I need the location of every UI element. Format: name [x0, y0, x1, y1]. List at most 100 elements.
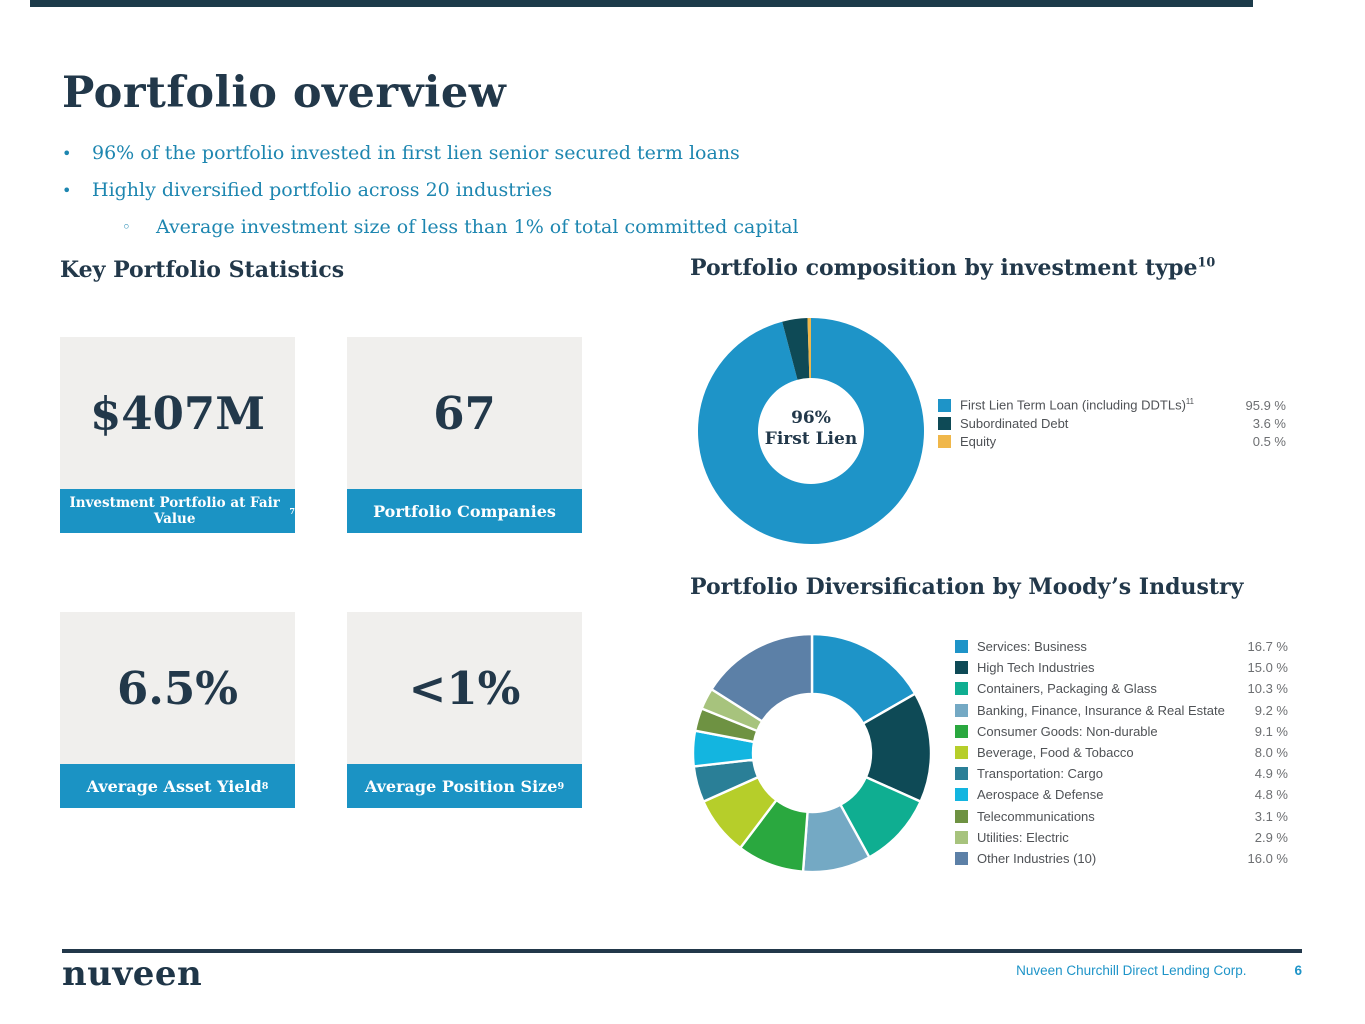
sub-bullet-item: ◦ Average investment size of less than 1…	[62, 215, 822, 240]
donut-slice	[782, 318, 810, 380]
sub-bullet-icon: ◦	[122, 218, 131, 236]
stat-value: 6.5%	[116, 661, 239, 715]
legend-row: Consumer Goods: Non-durable 9.1 %	[955, 721, 1288, 742]
legend-value: 8.0 %	[1254, 745, 1288, 761]
page-number: 6	[1294, 963, 1302, 978]
legend-row: Banking, Finance, Insurance & Real Estat…	[955, 700, 1288, 721]
legend-label: Equity	[960, 433, 997, 449]
legend-value: 4.8 %	[1254, 787, 1288, 803]
composition-donut-center-label: 96% First Lien	[741, 408, 881, 450]
legend-value: 95.9 %	[1245, 397, 1286, 413]
diversification-donut-chart	[693, 634, 931, 872]
legend-label: Aerospace & Defense	[977, 787, 1104, 803]
legend-swatch-icon	[955, 682, 968, 696]
stat-value-box: $407M	[60, 337, 295, 489]
bullet-icon: •	[62, 144, 72, 163]
donut-slice	[710, 634, 814, 723]
composition-legend: First Lien Term Loan (including DDTLs)11…	[938, 396, 1286, 450]
legend-swatch-icon	[955, 703, 968, 717]
legend-row: Equity 0.5 %	[938, 432, 1286, 450]
stat-label-bar: Average Asset Yield 8	[60, 764, 295, 808]
legend-value: 15.0 %	[1247, 660, 1288, 676]
legend-row: Aerospace & Defense 4.8 %	[955, 784, 1288, 805]
legend-label: Telecommunications	[977, 808, 1095, 824]
legend-label-footnote: 11	[1185, 397, 1194, 407]
stat-value-box: <1%	[347, 612, 582, 764]
top-accent-bar	[30, 0, 1253, 7]
bullet-text: 96% of the portfolio invested in first l…	[92, 142, 740, 164]
nuveen-logo: nuveen	[62, 954, 203, 994]
legend-swatch-icon	[955, 661, 968, 675]
legend-value: 0.5 %	[1252, 433, 1286, 449]
legend-row: Other Industries (10) 16.0 %	[955, 848, 1288, 869]
stat-value-box: 6.5%	[60, 612, 295, 764]
legend-value: 3.1 %	[1254, 808, 1288, 824]
bullet-text: Highly diversified portfolio across 20 i…	[92, 179, 553, 201]
bullet-item: • 96% of the portfolio invested in first…	[62, 141, 822, 166]
legend-label: Beverage, Food & Tobacco	[977, 745, 1134, 761]
legend-value: 16.7 %	[1247, 639, 1288, 655]
donut-slice	[698, 318, 924, 544]
legend-label: Utilities: Electric	[977, 829, 1069, 845]
center-label-line2: First Lien	[764, 429, 858, 449]
legend-swatch-icon	[955, 788, 968, 802]
legend-value: 2.9 %	[1254, 829, 1288, 845]
legend-label: Consumer Goods: Non-durable	[977, 723, 1158, 739]
legend-swatch-icon	[955, 830, 968, 844]
legend-value: 9.1 %	[1254, 723, 1288, 739]
legend-label: Services: Business	[977, 639, 1087, 655]
stat-label: Portfolio Companies	[373, 501, 556, 521]
legend-swatch-icon	[955, 746, 968, 760]
footer-divider	[62, 949, 1302, 953]
legend-row: Subordinated Debt 3.6 %	[938, 414, 1286, 432]
legend-row: Transportation: Cargo 4.9 %	[955, 763, 1288, 784]
diversification-section-heading: Portfolio Diversification by Moody’s Ind…	[690, 574, 1244, 600]
legend-swatch-icon	[938, 434, 951, 448]
stat-value-box: 67	[347, 337, 582, 489]
stat-label-footnote: 7	[289, 506, 295, 516]
legend-row: First Lien Term Loan (including DDTLs)11…	[938, 396, 1286, 414]
stat-card-portfolio-fair-value: $407M Investment Portfolio at Fair Value…	[60, 337, 295, 533]
stat-value: <1%	[408, 661, 521, 715]
center-label-line1: 96%	[791, 408, 831, 428]
legend-value: 10.3 %	[1247, 681, 1288, 697]
footer-company: Nuveen Churchill Direct Lending Corp.	[1016, 963, 1247, 978]
donut-slice	[807, 318, 811, 379]
bullet-icon: •	[62, 181, 72, 200]
diversification-legend: Services: Business 16.7 % High Tech Indust…	[955, 636, 1288, 869]
legend-row: Beverage, Food & Tobacco 8.0 %	[955, 742, 1288, 763]
composition-section-heading: Portfolio composition by investment type…	[690, 255, 1215, 281]
legend-value: 9.2 %	[1254, 702, 1288, 718]
legend-label: High Tech Industries	[977, 660, 1095, 676]
stat-value: $407M	[89, 386, 266, 440]
bullet-item: • Highly diversified portfolio across 20…	[62, 178, 822, 203]
legend-label: Subordinated Debt	[960, 415, 1069, 431]
legend-label: Other Industries (10)	[977, 850, 1097, 866]
legend-row: Utilities: Electric 2.9 %	[955, 827, 1288, 848]
legend-swatch-icon	[938, 398, 951, 412]
legend-swatch-icon	[955, 851, 968, 865]
footer-right: Nuveen Churchill Direct Lending Corp. 6	[62, 963, 1302, 978]
bullet-list: • 96% of the portfolio invested in first…	[62, 141, 822, 252]
composition-heading-text: Portfolio composition by investment type	[690, 255, 1198, 281]
stat-card-portfolio-companies: 67 Portfolio Companies	[347, 337, 582, 533]
legend-row: High Tech Industries 15.0 %	[955, 657, 1288, 678]
legend-value: 3.6 %	[1252, 415, 1286, 431]
legend-label: Containers, Packaging & Glass	[977, 681, 1157, 697]
legend-value: 16.0 %	[1247, 850, 1288, 866]
stat-label: Investment Portfolio at Fair Value	[69, 495, 280, 527]
stats-section-heading: Key Portfolio Statistics	[60, 257, 345, 283]
legend-swatch-icon	[955, 767, 968, 781]
legend-row: Containers, Packaging & Glass 10.3 %	[955, 678, 1288, 699]
legend-label: Banking, Finance, Insurance & Real Estat…	[977, 702, 1225, 718]
stat-label: Average Position Size	[364, 776, 558, 796]
composition-heading-footnote: 10	[1197, 255, 1216, 271]
stat-label-bar: Average Position Size 9	[347, 764, 582, 808]
stat-value: 67	[433, 386, 496, 440]
legend-swatch-icon	[955, 640, 968, 654]
stat-card-average-asset-yield: 6.5% Average Asset Yield 8	[60, 612, 295, 808]
stat-label: Average Asset Yield	[86, 776, 262, 796]
stat-label-bar: Investment Portfolio at Fair Value 7	[60, 489, 295, 533]
legend-row: Services: Business 16.7 %	[955, 636, 1288, 657]
